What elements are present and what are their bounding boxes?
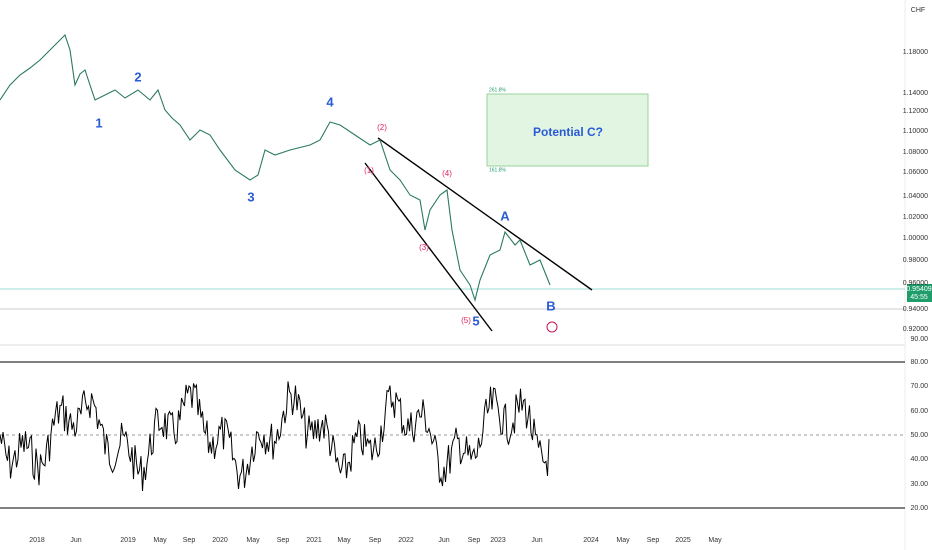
- wave-label: 3: [247, 189, 254, 204]
- wave-label: 1: [95, 115, 102, 130]
- wave-label: 2: [134, 69, 141, 84]
- price-label: 0.94000: [903, 306, 928, 313]
- event-icon: [546, 321, 558, 333]
- time-label: Sep: [369, 537, 382, 544]
- rsi-label: 90.00: [910, 336, 928, 343]
- price-label: 1.04000: [903, 193, 928, 200]
- badge-countdown: 45:55: [910, 294, 928, 301]
- target-lower: 161.8%: [489, 167, 507, 173]
- time-label: 2023: [490, 537, 506, 544]
- sub-wave-label: (2): [377, 123, 387, 132]
- rsi-label: 40.00: [910, 456, 928, 463]
- rsi-series: [0, 381, 550, 492]
- time-label: Jun: [531, 537, 542, 544]
- time-label: 2024: [583, 537, 599, 544]
- rsi-label: 60.00: [910, 408, 928, 415]
- time-label: 2025: [675, 537, 691, 544]
- price-label: 0.98000: [903, 257, 928, 264]
- time-label: May: [337, 537, 351, 544]
- price-series: [0, 33, 551, 302]
- rsi-label: 20.00: [910, 505, 928, 512]
- target-label: Potential C?: [533, 125, 603, 139]
- wave-label: A: [500, 208, 510, 223]
- wave-label: 4: [326, 94, 334, 109]
- price-label: 1.08000: [903, 149, 928, 156]
- time-label: Sep: [183, 537, 196, 544]
- time-label: Jun: [438, 537, 449, 544]
- time-label: 2018: [29, 537, 45, 544]
- price-label: 1.10000: [903, 128, 928, 135]
- rsi-label: 50.00: [910, 432, 928, 439]
- price-badge: [907, 284, 932, 302]
- time-label: May: [708, 537, 722, 544]
- sub-wave-label: (1): [364, 166, 374, 175]
- wave-label: B: [546, 298, 555, 313]
- price-label: 0.92000: [903, 326, 928, 333]
- rsi-label: 70.00: [910, 383, 928, 390]
- time-label: 2019: [120, 537, 136, 544]
- time-label: 2022: [398, 537, 414, 544]
- currency: CHF: [911, 7, 925, 14]
- rsi-label: 30.00: [910, 481, 928, 488]
- time-label: May: [616, 537, 630, 544]
- trendline-upper: [377, 137, 593, 291]
- price-label: 1.02000: [903, 214, 928, 221]
- price-label: 1.14000: [903, 90, 928, 97]
- time-label: Jun: [70, 537, 81, 544]
- sub-wave-label: (4): [442, 169, 452, 178]
- sub-wave-label: (5): [461, 316, 471, 325]
- time-label: Sep: [277, 537, 290, 544]
- sub-wave-label: (3): [419, 243, 429, 252]
- price-label: 1.06000: [903, 169, 928, 176]
- target-upper: 261.8%: [489, 87, 507, 93]
- time-label: Sep: [647, 537, 660, 544]
- target-box: [486, 93, 649, 167]
- time-label: Sep: [468, 537, 481, 544]
- price-label: 1.12000: [903, 108, 928, 115]
- price-label: 1.18000: [903, 49, 928, 56]
- time-label: May: [153, 537, 167, 544]
- time-label: 2021: [306, 537, 322, 544]
- trendline-lower: [364, 162, 493, 332]
- time-label: 2020: [212, 537, 228, 544]
- price-label: 1.00000: [903, 235, 928, 242]
- badge-price: 0.95409: [906, 286, 931, 293]
- price-label: 0.96000: [903, 280, 928, 287]
- time-label: May: [246, 537, 260, 544]
- rsi-label: 80.00: [910, 359, 928, 366]
- wave-label: 5: [472, 313, 479, 328]
